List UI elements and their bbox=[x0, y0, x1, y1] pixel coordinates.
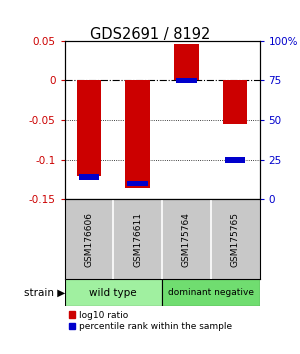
Bar bbox=[125, 80, 150, 188]
Text: GDS2691 / 8192: GDS2691 / 8192 bbox=[90, 27, 210, 41]
Text: GSM175764: GSM175764 bbox=[182, 212, 191, 267]
Bar bbox=[174, 44, 199, 80]
Legend: log10 ratio, percentile rank within the sample: log10 ratio, percentile rank within the … bbox=[69, 311, 232, 331]
Text: wild type: wild type bbox=[89, 287, 137, 297]
Text: GSM175765: GSM175765 bbox=[231, 212, 240, 267]
Bar bbox=[223, 80, 247, 124]
Bar bbox=[176, 78, 197, 83]
Bar bbox=[127, 181, 148, 187]
Text: dominant negative: dominant negative bbox=[168, 288, 254, 297]
Bar bbox=[77, 80, 101, 176]
Bar bbox=[225, 157, 245, 162]
Bar bbox=[79, 175, 99, 180]
Bar bbox=[64, 279, 162, 306]
Text: GSM176611: GSM176611 bbox=[133, 212, 142, 267]
Text: GSM176606: GSM176606 bbox=[84, 212, 93, 267]
Text: strain ▶: strain ▶ bbox=[24, 287, 65, 297]
Bar bbox=[162, 279, 260, 306]
